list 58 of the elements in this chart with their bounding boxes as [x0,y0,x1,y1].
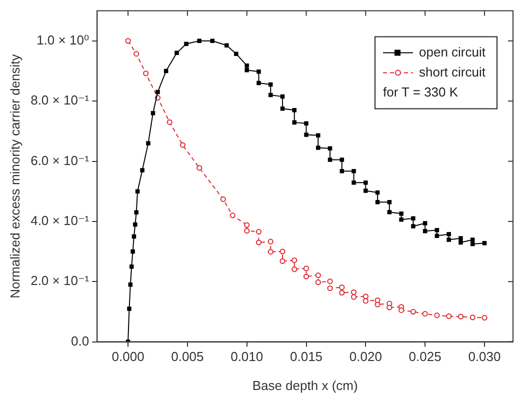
point [268,238,274,244]
point [327,278,333,284]
point [398,307,404,314]
point [134,51,140,57]
y-tick-label: 2.0 × 10⁻¹ [30,273,90,288]
point [280,258,286,264]
y-tick-label: 1.0 × 10⁰ [36,32,90,48]
x-tick-label: 0.015 [290,349,323,364]
point [292,266,298,272]
legend-label: short circuit [419,64,486,80]
x-tick-label: 0.020 [349,349,382,364]
point [386,304,392,310]
point [180,142,186,148]
x-axis-title: Base depth x (cm) [252,378,358,393]
x-tick-label: 0.000 [112,349,144,364]
point [125,38,131,44]
point [303,266,310,272]
point [339,290,345,296]
point [244,228,250,234]
y-tick-label: 0.0 [71,333,90,348]
point [362,298,368,304]
point [315,272,321,278]
point [166,119,172,125]
point [327,285,333,292]
point [230,212,236,218]
y-tick-label: 8.0 × 10⁻¹ [30,92,90,108]
point [458,314,464,320]
point [410,308,416,315]
point [482,314,488,321]
x-tick-label: 0.005 [171,349,204,364]
point [315,279,321,286]
legend-label: open circuit [419,44,486,60]
point [268,249,274,255]
point [362,294,368,300]
x-tick-label: 0.030 [468,349,501,364]
point [434,312,440,318]
point [350,289,357,295]
point [256,228,262,234]
point [292,257,298,264]
point [350,294,357,300]
point [446,313,452,320]
annotation: for T = 330 K [383,84,458,100]
point [280,248,286,254]
point [422,311,428,317]
x-tick-label: 0.010 [230,349,264,364]
point [143,70,149,76]
y-tick-label: 6.0 × 10⁻¹ [30,152,90,168]
point [220,196,226,202]
y-axis-title: Normalized excess minority carrier density [7,54,22,298]
point [196,165,202,171]
point [303,274,310,280]
point [374,302,380,308]
point [256,240,262,246]
y-tick-label: 4.0 × 10⁻¹ [30,213,90,228]
point [244,222,250,228]
point [470,314,476,320]
point [339,284,345,290]
x-tick-label: 0.025 [408,349,442,364]
